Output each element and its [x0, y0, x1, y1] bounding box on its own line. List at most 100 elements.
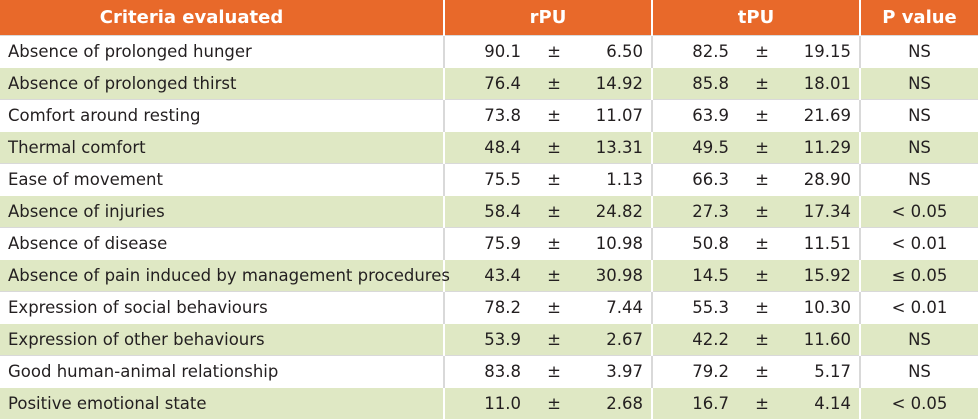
plus-minus-symbol: ±	[729, 298, 795, 317]
plus-minus-symbol: ±	[521, 362, 587, 381]
criteria-cell: Ease of movement	[0, 164, 444, 196]
tpu-mean: 27.3	[653, 202, 729, 221]
rpu-mean: 58.4	[445, 202, 521, 221]
rpu-cell: 83.8±3.97	[444, 356, 652, 388]
plus-minus-symbol: ±	[521, 138, 587, 157]
p-value-cell: ≤ 0.05	[860, 260, 978, 292]
plus-minus-symbol: ±	[521, 330, 587, 349]
p-value-cell: < 0.05	[860, 388, 978, 419]
plus-minus-symbol: ±	[521, 266, 587, 285]
rpu-sd: 2.68	[587, 394, 643, 413]
rpu-cell: 76.4±14.92	[444, 68, 652, 100]
header-tpu: tPU	[652, 0, 860, 36]
plus-minus-symbol: ±	[729, 170, 795, 189]
rpu-mean: 75.9	[445, 234, 521, 253]
rpu-cell: 75.9±10.98	[444, 228, 652, 260]
rpu-mean: 76.4	[445, 74, 521, 93]
plus-minus-symbol: ±	[521, 74, 587, 93]
tpu-mean: 55.3	[653, 298, 729, 317]
tpu-sd: 11.60	[795, 330, 851, 349]
rpu-sd: 11.07	[587, 106, 643, 125]
tpu-sd: 18.01	[795, 74, 851, 93]
criteria-cell: Good human-animal relationship	[0, 356, 444, 388]
plus-minus-symbol: ±	[521, 170, 587, 189]
tpu-cell: 66.3±28.90	[652, 164, 860, 196]
tpu-mean: 66.3	[653, 170, 729, 189]
plus-minus-symbol: ±	[729, 138, 795, 157]
rpu-cell: 58.4±24.82	[444, 196, 652, 228]
tpu-cell: 82.5±19.15	[652, 36, 860, 68]
plus-minus-symbol: ±	[729, 202, 795, 221]
tpu-sd: 28.90	[795, 170, 851, 189]
rpu-mean: 75.5	[445, 170, 521, 189]
tpu-cell: 49.5±11.29	[652, 132, 860, 164]
tpu-sd: 11.29	[795, 138, 851, 157]
rpu-sd: 7.44	[587, 298, 643, 317]
tpu-mean: 82.5	[653, 42, 729, 61]
p-value-cell: < 0.01	[860, 292, 978, 324]
p-value-cell: < 0.05	[860, 196, 978, 228]
tpu-mean: 79.2	[653, 362, 729, 381]
plus-minus-symbol: ±	[729, 106, 795, 125]
rpu-mean: 53.9	[445, 330, 521, 349]
tpu-mean: 14.5	[653, 266, 729, 285]
plus-minus-symbol: ±	[521, 42, 587, 61]
p-value-cell: NS	[860, 324, 978, 356]
criteria-cell: Positive emotional state	[0, 388, 444, 419]
p-value-cell: NS	[860, 164, 978, 196]
tpu-sd: 17.34	[795, 202, 851, 221]
plus-minus-symbol: ±	[729, 266, 795, 285]
tpu-mean: 50.8	[653, 234, 729, 253]
tpu-mean: 42.2	[653, 330, 729, 349]
tpu-sd: 11.51	[795, 234, 851, 253]
tpu-mean: 16.7	[653, 394, 729, 413]
plus-minus-symbol: ±	[521, 298, 587, 317]
p-value-cell: < 0.01	[860, 228, 978, 260]
plus-minus-symbol: ±	[521, 234, 587, 253]
header-rpu: rPU	[444, 0, 652, 36]
plus-minus-symbol: ±	[729, 42, 795, 61]
criteria-cell: Expression of other behaviours	[0, 324, 444, 356]
table-row: Absence of pain induced by management pr…	[0, 260, 978, 292]
p-value-cell: NS	[860, 36, 978, 68]
rpu-sd: 6.50	[587, 42, 643, 61]
header-criteria: Criteria evaluated	[0, 0, 444, 36]
header-p-value: P value	[860, 0, 978, 36]
p-value-cell: NS	[860, 132, 978, 164]
plus-minus-symbol: ±	[521, 202, 587, 221]
table-header-row: Criteria evaluated rPU tPU P value	[0, 0, 978, 36]
rpu-sd: 14.92	[587, 74, 643, 93]
rpu-mean: 11.0	[445, 394, 521, 413]
rpu-sd: 24.82	[587, 202, 643, 221]
rpu-cell: 75.5±1.13	[444, 164, 652, 196]
rpu-sd: 10.98	[587, 234, 643, 253]
rpu-cell: 73.8±11.07	[444, 100, 652, 132]
criteria-cell: Thermal comfort	[0, 132, 444, 164]
p-value-cell: NS	[860, 68, 978, 100]
criteria-cell: Absence of pain induced by management pr…	[0, 260, 444, 292]
tpu-cell: 16.7±4.14	[652, 388, 860, 419]
tpu-cell: 79.2±5.17	[652, 356, 860, 388]
rpu-sd: 2.67	[587, 330, 643, 349]
tpu-sd: 4.14	[795, 394, 851, 413]
tpu-cell: 42.2±11.60	[652, 324, 860, 356]
rpu-mean: 48.4	[445, 138, 521, 157]
rpu-mean: 83.8	[445, 362, 521, 381]
tpu-sd: 21.69	[795, 106, 851, 125]
criteria-cell: Absence of prolonged hunger	[0, 36, 444, 68]
tpu-mean: 63.9	[653, 106, 729, 125]
rpu-mean: 90.1	[445, 42, 521, 61]
plus-minus-symbol: ±	[729, 362, 795, 381]
plus-minus-symbol: ±	[729, 394, 795, 413]
rpu-cell: 43.4±30.98	[444, 260, 652, 292]
plus-minus-symbol: ±	[521, 106, 587, 125]
